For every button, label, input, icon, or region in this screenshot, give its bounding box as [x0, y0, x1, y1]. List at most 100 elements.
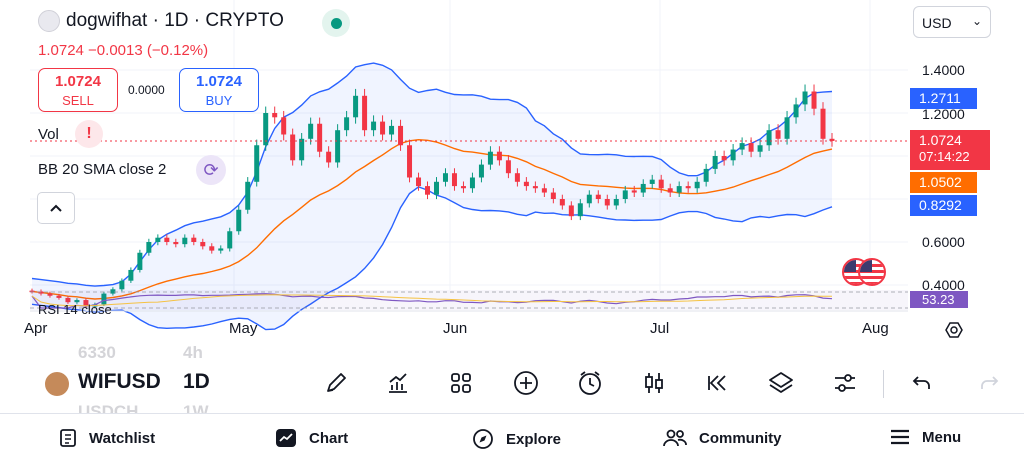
buy-price: 1.0724	[196, 73, 242, 90]
candle-body	[173, 242, 179, 245]
nav-explore[interactable]: Explore	[472, 428, 561, 450]
candles-icon[interactable]	[637, 367, 671, 399]
bollinger-lower-line	[31, 186, 833, 331]
candle-body	[65, 297, 71, 303]
candle-body	[389, 125, 395, 135]
candle-body	[748, 143, 754, 152]
chart-area[interactable]: dogwifhat · 1D · CRYPTO 1.0724 −0.0013 (…	[0, 0, 1024, 346]
timeframe-picker[interactable]: 1D	[183, 370, 210, 393]
symbol-title[interactable]: dogwifhat · 1D · CRYPTO	[38, 10, 284, 32]
time-axis-label: May	[229, 320, 258, 337]
bollinger-indicator-label[interactable]: BB 20 SMA close 2	[38, 161, 167, 178]
candle-body	[281, 117, 287, 135]
spread-value: 0.0000	[128, 83, 165, 97]
candle-body	[469, 177, 475, 189]
hamburger-icon	[891, 429, 909, 445]
chart-icon	[276, 429, 296, 447]
community-icon	[663, 429, 687, 447]
candle-body	[218, 248, 224, 251]
currency-select[interactable]: USD ⌄	[913, 6, 991, 38]
compass-icon	[473, 429, 493, 449]
bollinger-upper-line	[31, 62, 833, 287]
buy-button[interactable]: 1.0724 BUY	[179, 68, 259, 112]
redo-icon[interactable]	[974, 367, 1004, 399]
nav-watchlist[interactable]: Watchlist	[59, 428, 155, 448]
chart-settings-icon[interactable]	[944, 320, 964, 340]
layers-icon[interactable]	[764, 367, 798, 399]
candle-body	[757, 145, 763, 152]
pen-icon[interactable]	[319, 367, 353, 399]
nav-menu[interactable]: Menu	[890, 428, 961, 446]
toolbar-divider	[883, 370, 884, 398]
templates-icon[interactable]	[444, 367, 478, 399]
nav-chart[interactable]: Chart	[275, 428, 348, 448]
settings-icon[interactable]	[828, 367, 862, 399]
candle-body	[550, 192, 556, 199]
candle-body	[820, 108, 826, 139]
ghost-symbol-above: 6330	[78, 343, 116, 362]
candle-body	[622, 190, 628, 199]
candle-body	[811, 91, 817, 109]
candle-body	[577, 203, 583, 217]
candle-body	[478, 164, 484, 178]
undo-icon[interactable]	[905, 367, 939, 399]
candle-body	[496, 151, 502, 161]
candle-body	[299, 138, 305, 161]
warning-icon[interactable]: !	[75, 120, 103, 148]
collapse-legend-button[interactable]	[37, 192, 75, 224]
candle-body	[586, 194, 592, 204]
replay-icon[interactable]	[700, 367, 734, 399]
candle-body	[371, 121, 377, 131]
candle-body	[676, 186, 682, 193]
candle-body	[631, 190, 637, 193]
market-open-icon[interactable]	[322, 9, 350, 37]
candle-body	[308, 123, 314, 139]
candle-body	[433, 181, 439, 195]
candle-body	[487, 151, 493, 165]
rsi-line	[31, 293, 833, 309]
candle-body	[694, 181, 700, 189]
indicators-icon[interactable]	[381, 367, 415, 399]
symbol-picker[interactable]: WIFUSD	[78, 370, 161, 393]
time-axis-label: Aug	[862, 320, 889, 337]
candle-body	[146, 242, 152, 253]
sell-label: SELL	[62, 93, 94, 108]
rsi-indicator-label[interactable]: RSI 14 close	[38, 302, 112, 317]
bb-upper-tag: 1.2711	[910, 88, 977, 109]
price-chart[interactable]	[0, 0, 1024, 346]
candle-body	[685, 186, 691, 189]
nav-community[interactable]: Community	[663, 428, 782, 448]
alert-icon[interactable]	[573, 367, 607, 399]
sell-button[interactable]: 1.0724 SELL	[38, 68, 118, 112]
candle-body	[775, 130, 781, 139]
candle-body	[101, 293, 107, 305]
candle-body	[128, 269, 134, 281]
us-flag-icon[interactable]	[858, 258, 886, 286]
candle-body	[119, 280, 125, 290]
candle-body	[658, 179, 664, 189]
bottom-navigation: Watchlist Chart Explore Community Menu	[0, 413, 1024, 461]
candle-body	[407, 145, 413, 178]
candle-body	[559, 199, 565, 206]
candle-body	[442, 173, 448, 182]
watchlist-icon	[60, 429, 76, 447]
candle-body	[784, 117, 790, 139]
reload-icon[interactable]: ⟳	[196, 155, 226, 185]
candle-body	[200, 242, 206, 247]
candle-body	[380, 121, 386, 135]
candle-body	[568, 205, 574, 217]
candle-body	[460, 186, 466, 189]
candle-body	[523, 181, 529, 187]
candle-body	[667, 188, 673, 193]
candle-body	[416, 177, 422, 187]
volume-indicator-label[interactable]: Vol	[38, 126, 59, 143]
time-axis-label: Jul	[650, 320, 670, 337]
candle-body	[290, 134, 296, 161]
candle-body	[110, 289, 116, 294]
candle-body	[74, 300, 80, 303]
symbol-logo-icon	[43, 370, 71, 398]
candle-body	[344, 117, 350, 131]
add-icon[interactable]	[509, 367, 543, 399]
candle-body	[739, 143, 745, 150]
candle-body	[766, 130, 772, 146]
